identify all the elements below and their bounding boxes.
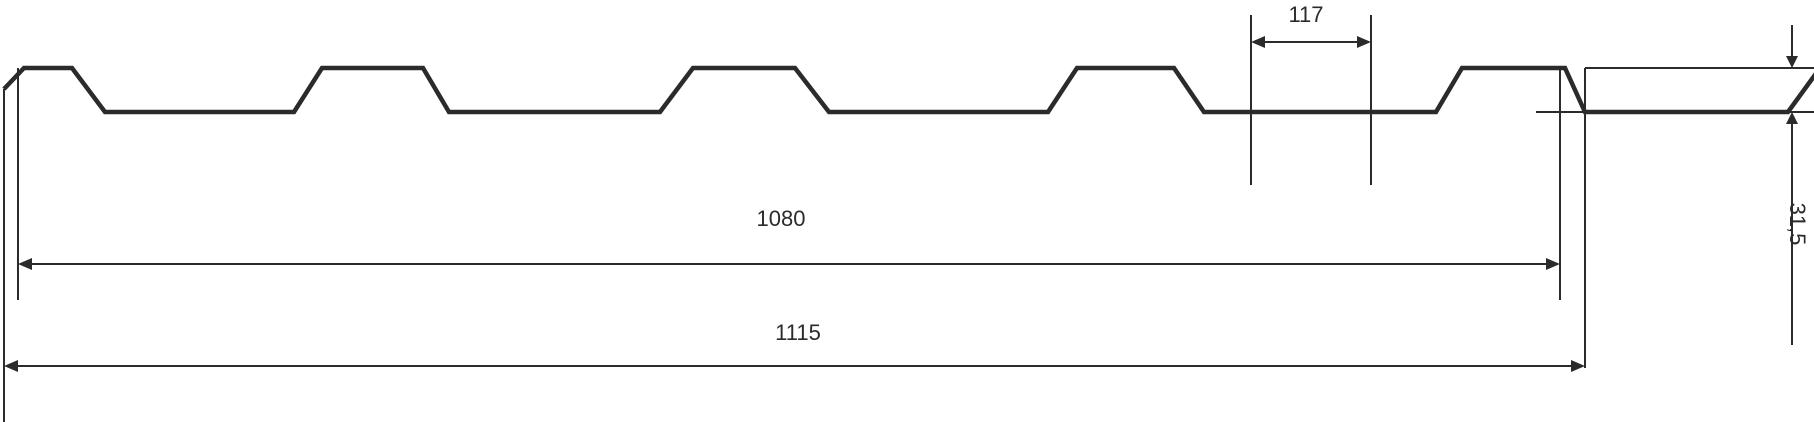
dimension-label-rib-width: 117	[1288, 2, 1323, 27]
arrowhead-height-top	[1786, 56, 1798, 68]
dimension-label-height: 31,5	[1785, 203, 1810, 246]
arrowhead-rib-left	[1251, 36, 1265, 48]
arrowhead-total-left	[4, 360, 18, 372]
arrowhead-rib-right	[1357, 36, 1371, 48]
arrowhead-height-bottom	[1786, 112, 1798, 124]
arrowhead-total-right	[1571, 360, 1585, 372]
dimension-label-total-width: 1115	[775, 320, 821, 345]
arrowhead-useful-right	[1546, 258, 1560, 270]
sheet-profile-outline	[2, 65, 1814, 115]
dimension-label-useful-width: 1080	[757, 206, 806, 231]
arrowhead-useful-left	[18, 258, 32, 270]
